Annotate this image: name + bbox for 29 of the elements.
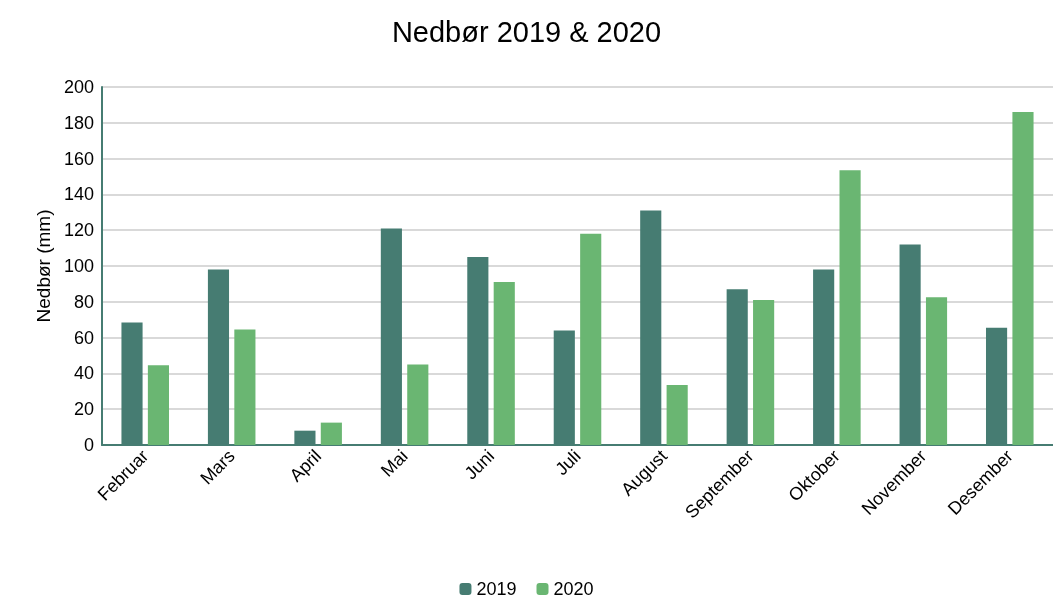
y-tick-label: 20 — [73, 399, 94, 420]
bar — [234, 329, 256, 445]
y-tick-label: 140 — [63, 184, 94, 205]
chart-title: Nedbør 2019 & 2020 — [391, 15, 662, 48]
y-tick-label: 180 — [63, 112, 94, 133]
y-tick-label: 60 — [73, 327, 94, 348]
y-tick-label: 40 — [73, 363, 94, 384]
bar — [753, 300, 775, 445]
y-tick-label: 120 — [63, 220, 94, 241]
y-tick-label: 160 — [63, 148, 94, 169]
bar — [580, 233, 602, 445]
bar — [1012, 112, 1034, 445]
x-tick-label: Juli — [551, 445, 585, 480]
bar — [839, 170, 861, 445]
y-tick-label: 100 — [63, 256, 94, 276]
y-tick-label: 0 — [83, 435, 94, 455]
bar — [493, 282, 515, 445]
y-tick-label: 80 — [73, 291, 94, 312]
bar — [407, 364, 429, 445]
legend-label: 2019 — [476, 579, 517, 599]
x-tick-label: Juni — [460, 445, 499, 484]
legend-label: 2020 — [553, 579, 594, 599]
y-axis-title: Nedbør (mm) — [33, 209, 55, 323]
y-tick-label: 200 — [63, 77, 94, 97]
bar — [320, 422, 342, 445]
bar — [147, 365, 169, 445]
bar — [666, 385, 688, 445]
x-tick-label: Mai — [377, 445, 412, 481]
bar — [925, 297, 948, 445]
